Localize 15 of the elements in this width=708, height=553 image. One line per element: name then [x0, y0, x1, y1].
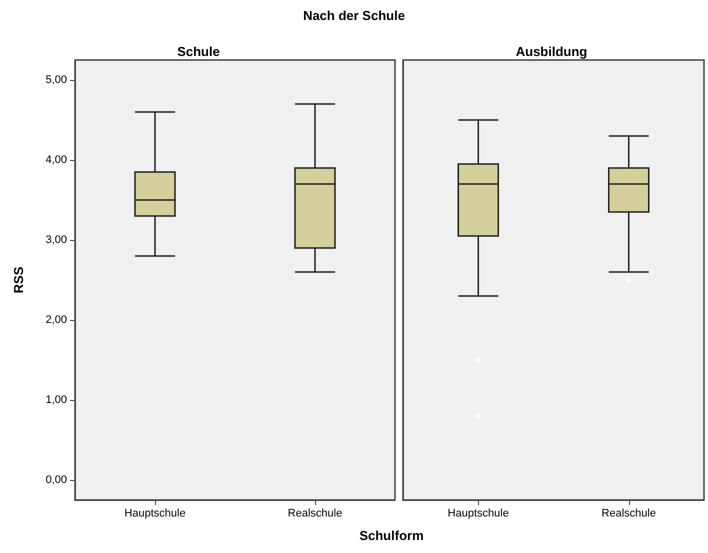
y-axis-title: RSS — [11, 266, 26, 294]
y-tick-label: 2,00 — [46, 314, 67, 326]
x-tick-label: Hauptschule — [448, 508, 509, 520]
x-tick-label: Hauptschule — [124, 508, 186, 520]
x-tick-label: Realschule — [288, 508, 342, 520]
y-tick-label: 4,00 — [46, 154, 67, 166]
y-tick-label: 5,00 — [46, 74, 67, 86]
y-tick-label: 1,00 — [46, 394, 67, 406]
x-axis-title: Schulform — [358, 528, 425, 543]
chart-subtitle: Schule — [177, 44, 220, 59]
y-tick-label: 0,00 — [46, 474, 67, 486]
x-tick-label: Realschule — [602, 508, 656, 520]
y-tick-label: 3,00 — [46, 234, 67, 246]
chart-subtitle: Ausbildung — [516, 44, 588, 59]
chart-title: Nach der Schule — [302, 8, 406, 23]
